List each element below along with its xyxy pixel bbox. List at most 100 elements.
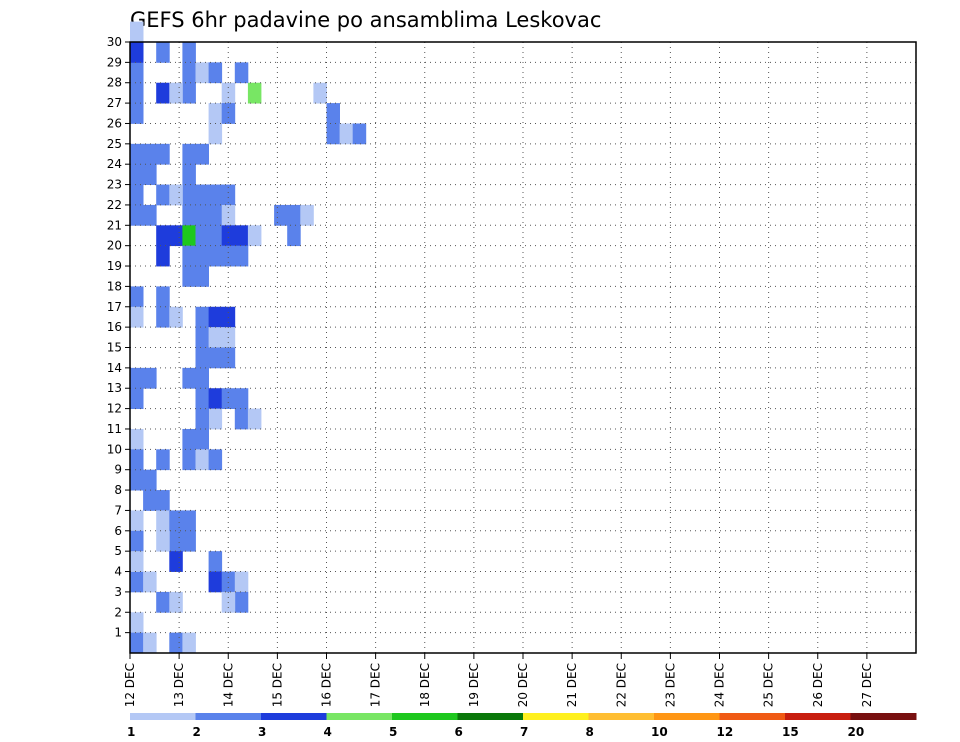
heatmap-cell: [221, 388, 236, 409]
y-tick-label: 26: [107, 116, 122, 130]
colorbar-tick-label: 10: [651, 725, 668, 739]
heatmap-cell: [156, 530, 170, 552]
colorbar-tick-label: 5: [389, 725, 397, 739]
colorbar: 1 2 3 4 5 6 7 8 10 12 15 20: [127, 713, 917, 739]
heatmap-cells: [130, 21, 367, 654]
heatmap-cell: [169, 225, 183, 247]
heatmap-cell: [182, 510, 196, 532]
heatmap-cell: [143, 143, 157, 165]
x-tick-label: 17 DEC: [369, 663, 383, 707]
heatmap-cell: [130, 184, 144, 206]
heatmap-cell: [195, 62, 209, 84]
heatmap-cell: [156, 184, 170, 206]
heatmap-cell: [169, 184, 183, 206]
heatmap-cell: [130, 632, 144, 654]
heatmap-cell: [208, 62, 223, 84]
heatmap-cell: [156, 82, 170, 104]
heatmap-cell: [208, 245, 223, 267]
heatmap-cell: [208, 327, 223, 348]
chart-title: GEFS 6hr padavine po ansamblima Leskovac: [130, 8, 601, 32]
y-tick-label: 23: [107, 178, 122, 192]
heatmap-cell: [234, 245, 249, 267]
colorbar-segment: [523, 713, 589, 720]
x-tick-label: 22 DEC: [614, 663, 628, 707]
heatmap-cell: [208, 388, 223, 409]
heatmap-cell: [326, 103, 340, 124]
y-tick-label: 21: [107, 218, 122, 232]
y-tick-label: 7: [114, 503, 122, 517]
y-tick-label: 13: [107, 381, 122, 395]
heatmap-cell: [182, 164, 196, 185]
heatmap-cell: [130, 469, 144, 491]
heatmap-cell: [195, 225, 209, 247]
heatmap-cell: [182, 82, 196, 104]
y-tick-label: 29: [107, 55, 122, 69]
heatmap-cell: [143, 367, 157, 389]
heatmap-cell: [143, 204, 157, 226]
heatmap-cell: [247, 408, 262, 430]
y-tick-label: 17: [107, 300, 122, 314]
heatmap-cell: [287, 204, 301, 226]
x-tick-label: 19 DEC: [467, 663, 481, 707]
y-tick-label: 3: [114, 585, 122, 599]
colorbar-segment: [392, 713, 458, 720]
heatmap-cell: [156, 225, 170, 247]
heatmap-cell: [182, 245, 196, 267]
x-tick-label: 27 DEC: [860, 663, 874, 707]
heatmap-cell: [221, 245, 236, 267]
x-tick-label: 15 DEC: [270, 663, 284, 707]
heatmap-cell: [221, 103, 236, 124]
colorbar-tick-label: 12: [717, 725, 734, 739]
colorbar-segment: [654, 713, 720, 720]
heatmap-cell: [130, 62, 144, 84]
heatmap-cell: [195, 184, 209, 206]
heatmap-cell: [130, 367, 144, 389]
heatmap-cell: [208, 449, 223, 471]
colorbar-tick-label: 15: [782, 725, 799, 739]
heatmap-cell: [195, 306, 209, 328]
heatmap-cell: [130, 388, 144, 409]
colorbar-tick-label: 2: [193, 725, 201, 739]
colorbar-tick-label: 20: [848, 725, 865, 739]
x-tick-label: 18 DEC: [418, 663, 432, 707]
heatmap-cell: [182, 42, 196, 63]
heatmap-cell: [313, 82, 327, 104]
heatmap-cell: [182, 225, 196, 247]
y-tick-label: 2: [114, 605, 122, 619]
heatmap-cell: [156, 143, 170, 165]
heatmap-cell: [221, 204, 236, 226]
heatmap-cell: [208, 103, 223, 124]
heatmap-cell: [130, 21, 144, 43]
heatmap-cell: [221, 82, 236, 104]
colorbar-segment: [588, 713, 655, 720]
heatmap-cell: [326, 123, 340, 145]
heatmap-cell: [221, 225, 236, 247]
heatmap-cell: [208, 347, 223, 369]
heatmap-cell: [130, 530, 144, 552]
x-tick-label: 24 DEC: [713, 663, 727, 707]
heatmap-cell: [143, 632, 157, 654]
heatmap-cell: [130, 204, 144, 226]
heatmap-cell: [208, 184, 223, 206]
heatmap-cell: [182, 428, 196, 450]
heatmap-cell: [234, 225, 249, 247]
heatmap-cell: [234, 388, 249, 409]
y-tick-label: 25: [107, 137, 122, 151]
heatmap-cell: [352, 123, 367, 145]
heatmap-cell: [195, 204, 209, 226]
heatmap-cell: [130, 82, 144, 104]
heatmap-cell: [247, 82, 262, 104]
colorbar-tick-label: 6: [455, 725, 463, 739]
y-tick-label: 12: [107, 402, 122, 416]
heatmap-cell: [208, 306, 223, 328]
heatmap-cell: [208, 551, 223, 572]
colorbar-tick-label: 1: [127, 725, 135, 739]
heatmap-cell: [234, 62, 249, 84]
heatmap-cell: [169, 510, 183, 532]
y-tick-label: 20: [107, 239, 122, 253]
heatmap-cell: [130, 164, 144, 185]
heatmap-cell: [156, 245, 170, 267]
heatmap-cell: [339, 123, 354, 145]
heatmap-cell: [182, 184, 196, 206]
